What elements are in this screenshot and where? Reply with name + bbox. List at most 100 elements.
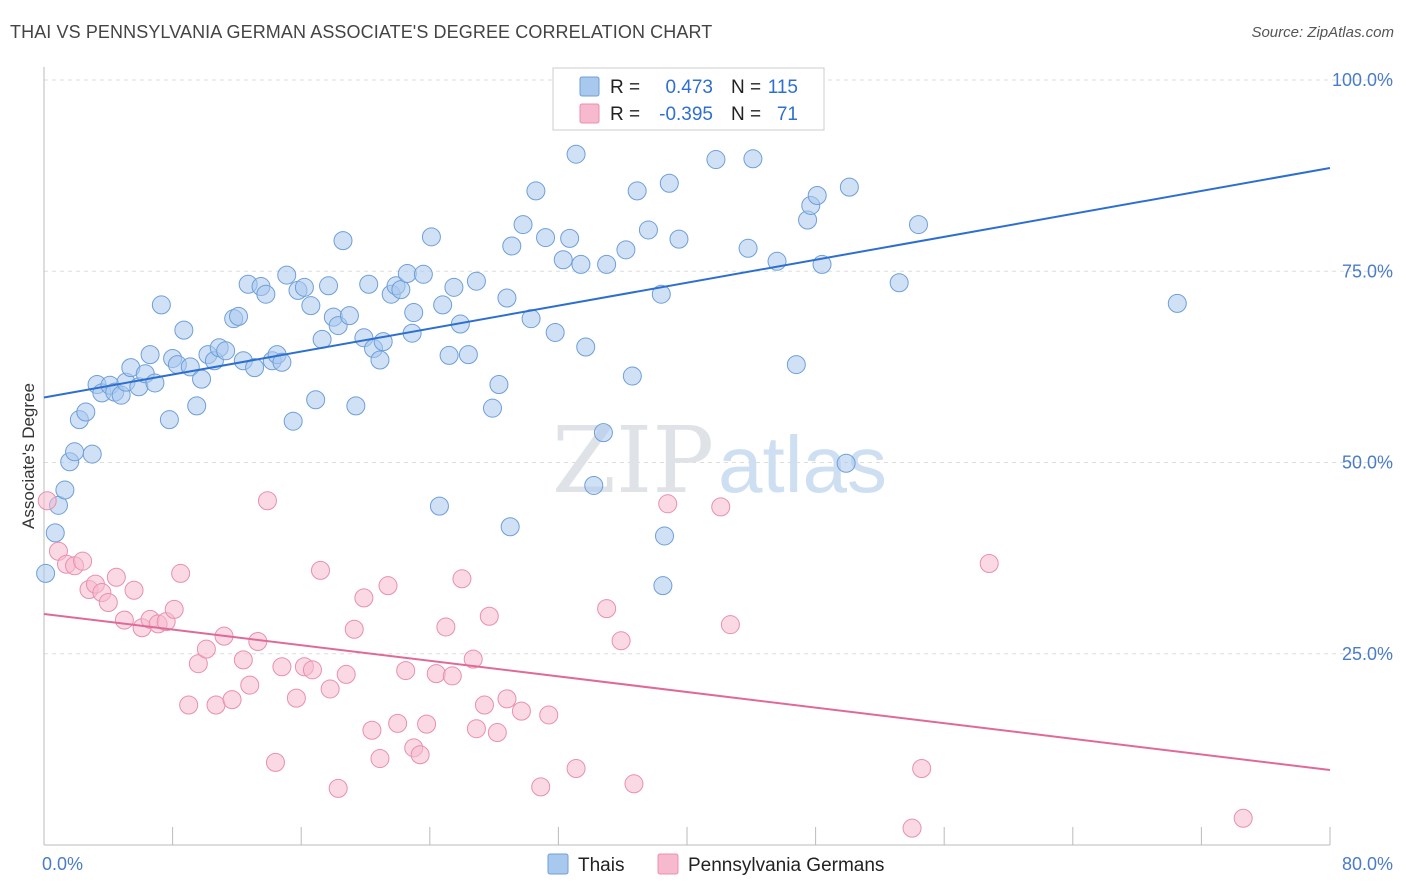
point-0-52: [333, 231, 353, 251]
point-0-45: [294, 277, 314, 297]
point-0-74: [466, 271, 486, 291]
point-0-24: [174, 320, 194, 340]
series-layer: [36, 144, 1331, 838]
bottom-legend-swatch-thais: [547, 853, 569, 875]
point-0-8: [82, 444, 102, 464]
point-0-109: [807, 186, 827, 206]
point-1-20: [196, 639, 216, 659]
point-1-25: [240, 675, 260, 695]
point-1-0: [37, 491, 57, 511]
point-1-51: [463, 649, 483, 669]
point-0-47: [306, 390, 326, 410]
point-0-65: [404, 303, 424, 323]
stats-legend: R = 0.473 N = 115 R = -0.395 N = 71: [552, 67, 825, 131]
point-1-50: [452, 569, 472, 589]
point-0-62: [391, 280, 411, 300]
bottom-legend-label-thais: Thais: [578, 855, 624, 876]
point-1-62: [611, 631, 631, 651]
point-0-3: [55, 480, 75, 500]
point-1-21: [206, 695, 226, 715]
point-0-69: [433, 295, 453, 315]
x-axis-ticks: [172, 827, 1331, 845]
y-tick-label-3: 25.0%: [1342, 644, 1393, 664]
point-0-84: [545, 322, 565, 342]
legend-n-label-pennsylvania-germans: N =: [731, 104, 761, 125]
y-tick-label-2: 50.0%: [1342, 453, 1393, 473]
point-0-27: [192, 369, 212, 389]
series-legend: Thais Pennsylvania Germans: [547, 853, 884, 876]
point-0-91: [593, 423, 613, 443]
point-0-79: [502, 236, 522, 256]
point-0-92: [597, 254, 617, 274]
point-1-10: [114, 610, 134, 630]
point-0-41: [272, 352, 292, 372]
point-0-38: [256, 284, 276, 304]
point-0-113: [889, 273, 909, 293]
y-tick-label-1: 75.0%: [1342, 261, 1393, 281]
legend-r-label-thais: R =: [610, 77, 640, 98]
point-1-45: [410, 745, 430, 765]
point-0-82: [526, 181, 546, 201]
point-0-78: [500, 517, 520, 537]
point-0-99: [653, 576, 673, 596]
point-0-75: [482, 398, 502, 418]
point-1-28: [265, 752, 285, 772]
point-0-95: [627, 181, 647, 201]
point-0-111: [836, 453, 856, 473]
point-0-104: [743, 149, 763, 169]
point-0-114: [908, 215, 928, 235]
legend-n-value-pennsylvania-germans: 71: [777, 104, 798, 125]
point-1-33: [310, 560, 330, 580]
point-1-55: [487, 723, 507, 743]
point-1-19: [188, 654, 208, 674]
point-1-42: [388, 713, 408, 733]
point-1-30: [286, 688, 306, 708]
point-1-54: [479, 606, 499, 626]
watermark-atlas: atlas: [718, 420, 887, 509]
point-0-31: [216, 341, 236, 361]
point-1-69: [902, 818, 922, 838]
point-0-100: [659, 173, 679, 193]
legend-n-label-thais: N =: [731, 77, 761, 98]
point-1-4: [73, 551, 93, 571]
trend-line-1: [43, 612, 1331, 772]
point-0-102: [706, 150, 726, 170]
point-1-48: [436, 617, 456, 637]
point-0-73: [458, 345, 478, 365]
point-0-85: [553, 250, 573, 270]
point-0-87: [566, 144, 586, 164]
point-1-49: [442, 666, 462, 686]
point-0-7: [76, 402, 96, 422]
bottom-legend-label-pennsylvania-germans: Pennsylvania Germans: [688, 855, 884, 876]
x-tick-label-max: 80.0%: [1342, 854, 1393, 874]
point-1-11: [124, 580, 144, 600]
point-1-23: [222, 690, 242, 710]
chart-source: Source: ZipAtlas.com: [1251, 24, 1394, 41]
point-1-29: [272, 657, 292, 677]
point-0-46: [301, 296, 321, 316]
point-1-60: [566, 759, 586, 778]
point-1-37: [344, 619, 364, 639]
point-1-35: [328, 778, 348, 798]
point-0-33: [229, 306, 249, 326]
point-1-57: [511, 701, 531, 721]
point-0-115: [1167, 293, 1187, 313]
legend-r-value-thais: 0.473: [665, 77, 713, 98]
point-1-39: [362, 720, 382, 740]
point-0-76: [489, 374, 509, 394]
point-0-54: [346, 396, 366, 416]
point-0-86: [560, 228, 580, 248]
point-0-67: [421, 227, 441, 247]
legend-r-value-pennsylvania-germans: -0.395: [659, 104, 713, 125]
point-1-47: [426, 664, 446, 684]
point-1-52: [466, 719, 486, 739]
point-1-38: [354, 588, 374, 608]
point-0-68: [429, 496, 449, 516]
point-1-56: [497, 689, 517, 709]
point-1-65: [711, 497, 731, 517]
series-1: [37, 491, 1331, 838]
point-0-20: [151, 295, 171, 315]
legend-swatch-pennsylvania-germans: [579, 103, 600, 124]
point-0-49: [319, 276, 339, 296]
